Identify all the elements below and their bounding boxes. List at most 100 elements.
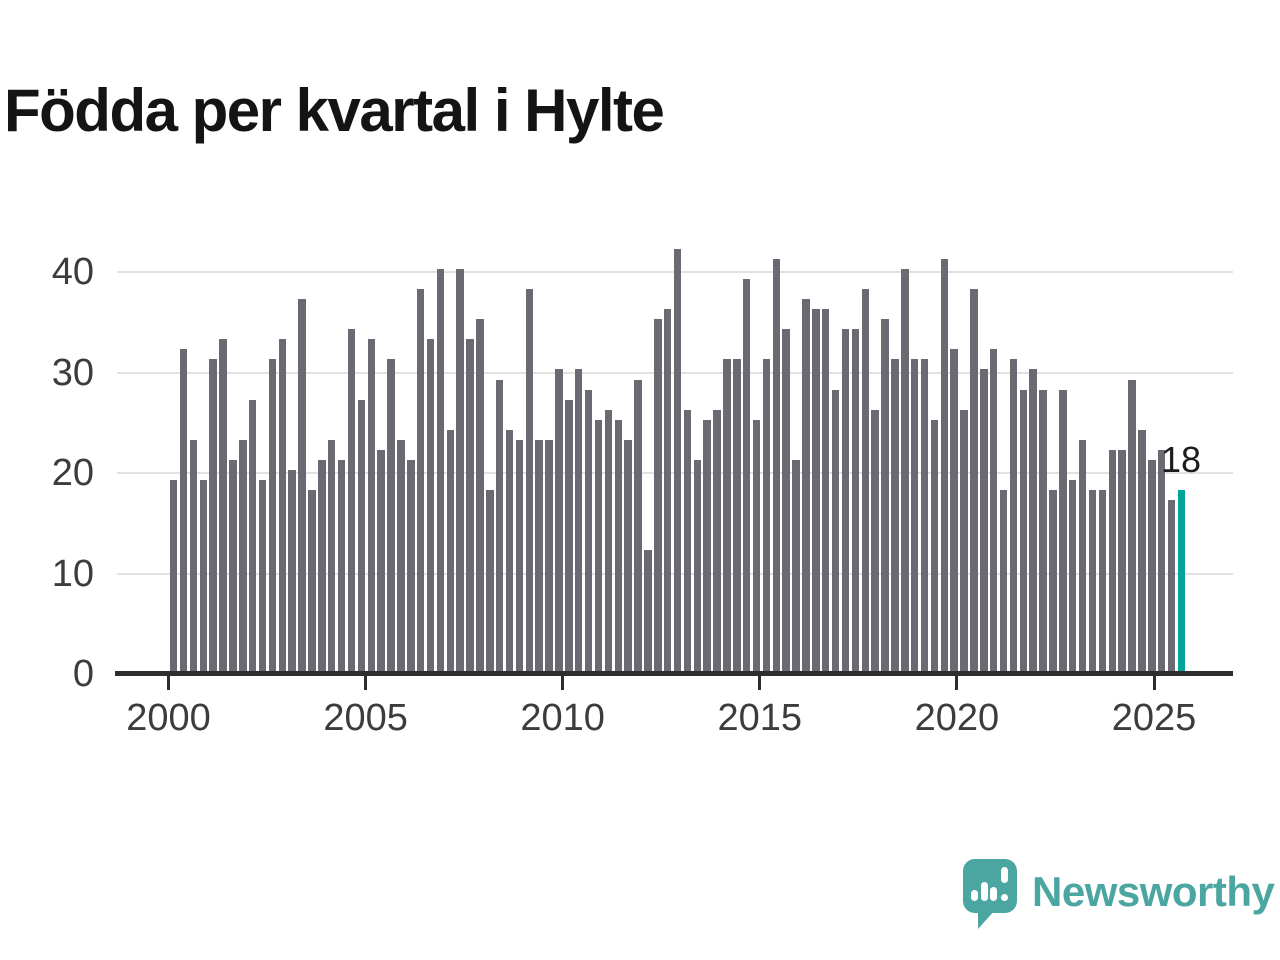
bar	[229, 460, 237, 671]
highlighted-bar	[1177, 490, 1186, 671]
bar	[555, 369, 563, 671]
bar	[831, 390, 840, 671]
bar	[891, 359, 899, 671]
bar	[416, 289, 425, 671]
bar	[1029, 369, 1037, 671]
bar	[792, 460, 800, 671]
bar	[723, 359, 731, 671]
bar	[851, 329, 860, 671]
bar	[901, 269, 909, 671]
bar	[367, 339, 375, 671]
logo-chart-bar	[980, 882, 988, 901]
bar	[476, 319, 484, 671]
bar	[209, 359, 217, 671]
bar	[1138, 430, 1146, 671]
bar	[258, 480, 267, 671]
bar	[742, 279, 751, 671]
x-axis-tick	[1152, 676, 1156, 690]
bar	[644, 550, 652, 671]
bar	[565, 400, 573, 671]
bar	[525, 289, 534, 671]
newsworthy-logo: Newsworthy	[963, 858, 1275, 930]
bar	[278, 339, 287, 671]
bar	[713, 410, 721, 671]
bar	[614, 420, 622, 671]
x-axis-tick	[364, 676, 368, 690]
bar	[486, 490, 494, 671]
x-axis-tick-label: 2005	[323, 697, 408, 739]
bar	[407, 460, 415, 671]
x-axis-tick	[167, 676, 170, 690]
bar	[960, 410, 968, 671]
logo-chart-bar	[971, 890, 978, 901]
bar	[733, 359, 741, 671]
bar	[1167, 500, 1176, 671]
bar	[298, 299, 306, 671]
x-axis-tick-label: 2000	[126, 697, 211, 739]
bar	[980, 369, 988, 671]
bar	[1157, 450, 1166, 671]
logo-chart-bar	[990, 887, 997, 901]
speech-bubble-bar-chart-icon	[963, 859, 1017, 913]
bar	[989, 349, 998, 671]
bar	[466, 339, 474, 671]
bar	[703, 420, 711, 671]
bar	[673, 249, 682, 671]
x-axis-line	[115, 671, 1233, 676]
bar	[248, 400, 257, 671]
bar	[782, 329, 790, 671]
bar	[288, 470, 296, 671]
bar	[1148, 460, 1156, 671]
bar	[1039, 390, 1047, 671]
bar	[495, 380, 504, 671]
bar	[574, 369, 583, 671]
bar	[515, 440, 524, 671]
bar	[446, 430, 455, 671]
bar	[219, 339, 227, 671]
bar	[634, 380, 642, 671]
logo-exclamation-dot	[1001, 894, 1008, 901]
bar	[910, 359, 919, 671]
bar	[881, 319, 889, 671]
y-axis-tick-label: 30	[51, 351, 94, 394]
bar	[624, 440, 632, 671]
bar	[940, 259, 949, 671]
bar	[1088, 490, 1097, 671]
bar	[950, 349, 958, 671]
bar	[604, 410, 613, 671]
bar	[841, 329, 850, 671]
bar	[762, 359, 771, 671]
bar	[821, 309, 830, 671]
y-axis-tick-label: 10	[51, 552, 94, 595]
logo-exclamation-mark	[1001, 867, 1008, 883]
bar	[318, 460, 326, 671]
bar	[1118, 450, 1126, 671]
bar	[752, 420, 761, 671]
y-axis-tick-label: 20	[51, 452, 94, 494]
bar	[999, 490, 1008, 671]
bar	[535, 440, 543, 671]
bar	[347, 329, 356, 671]
bar	[693, 460, 702, 671]
x-axis-tick-label: 2010	[520, 697, 605, 739]
bar	[337, 460, 346, 671]
bar	[357, 400, 366, 671]
bar	[308, 490, 316, 671]
bar	[970, 289, 978, 671]
bar	[505, 430, 514, 671]
bar	[456, 269, 464, 671]
x-axis-tick	[561, 676, 565, 690]
bar	[239, 440, 247, 671]
bar	[1009, 359, 1018, 671]
bar	[387, 359, 395, 671]
bar	[545, 440, 553, 671]
speech-bubble-tail	[978, 910, 995, 929]
bar	[594, 420, 603, 671]
bar	[1068, 480, 1077, 671]
last-bar-value-label: 18	[1161, 439, 1202, 480]
bar	[436, 269, 445, 671]
bar	[663, 309, 672, 671]
bar	[1108, 450, 1116, 671]
bar	[930, 420, 939, 671]
bar	[377, 450, 385, 671]
